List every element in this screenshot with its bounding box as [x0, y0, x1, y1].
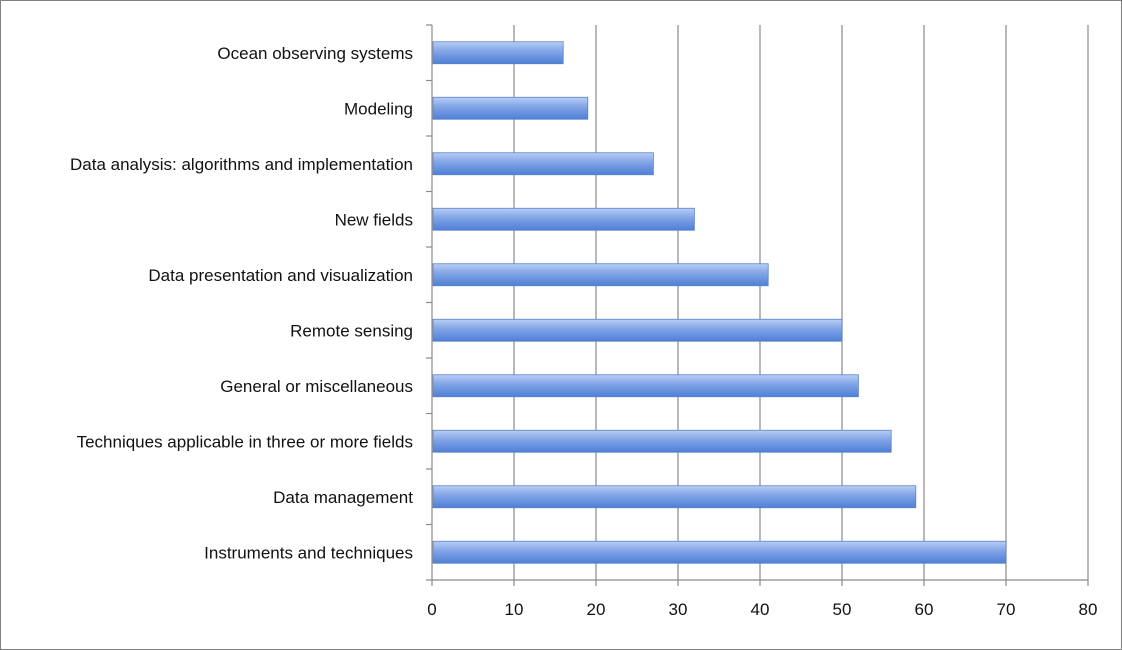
category-label: New fields: [335, 210, 413, 229]
axes: [426, 24, 1089, 586]
bar-3: [432, 152, 654, 176]
category-label: General or miscellaneous: [220, 377, 413, 396]
bar-1: [432, 41, 564, 65]
category-label: Modeling: [344, 99, 413, 118]
gridlines: [513, 25, 1089, 580]
bar-4: [432, 207, 695, 231]
bar-2: [432, 96, 589, 120]
x-tick-label: 60: [915, 600, 934, 619]
bar-5: [432, 263, 769, 287]
category-label: Data analysis: algorithms and implementa…: [70, 155, 413, 174]
bar-6: [432, 318, 843, 342]
bars: [432, 41, 1007, 564]
category-label: Data presentation and visualization: [148, 266, 413, 285]
category-label: Data management: [273, 488, 413, 507]
x-tick-label: 10: [505, 600, 524, 619]
x-tick-label: 30: [669, 600, 688, 619]
bar-7: [432, 374, 859, 398]
labels: 0 10 20 30 40 50 60 70 80 Ocean observing systems…: [70, 44, 1097, 619]
bar-8: [432, 429, 892, 453]
x-tick-label: 40: [751, 600, 770, 619]
category-label: Remote sensing: [290, 321, 413, 340]
x-tick-label: 50: [833, 600, 852, 619]
category-label: Techniques applicable in three or more f…: [77, 432, 413, 451]
bar-9: [432, 485, 917, 509]
category-label: Instruments and techniques: [204, 543, 413, 562]
x-tick-label: 20: [587, 600, 606, 619]
category-label: Ocean observing systems: [217, 44, 413, 63]
x-tick-label: 0: [427, 600, 436, 619]
bar-10: [432, 540, 1007, 564]
x-tick-label: 80: [1079, 600, 1098, 619]
x-tick-label: 70: [997, 600, 1016, 619]
